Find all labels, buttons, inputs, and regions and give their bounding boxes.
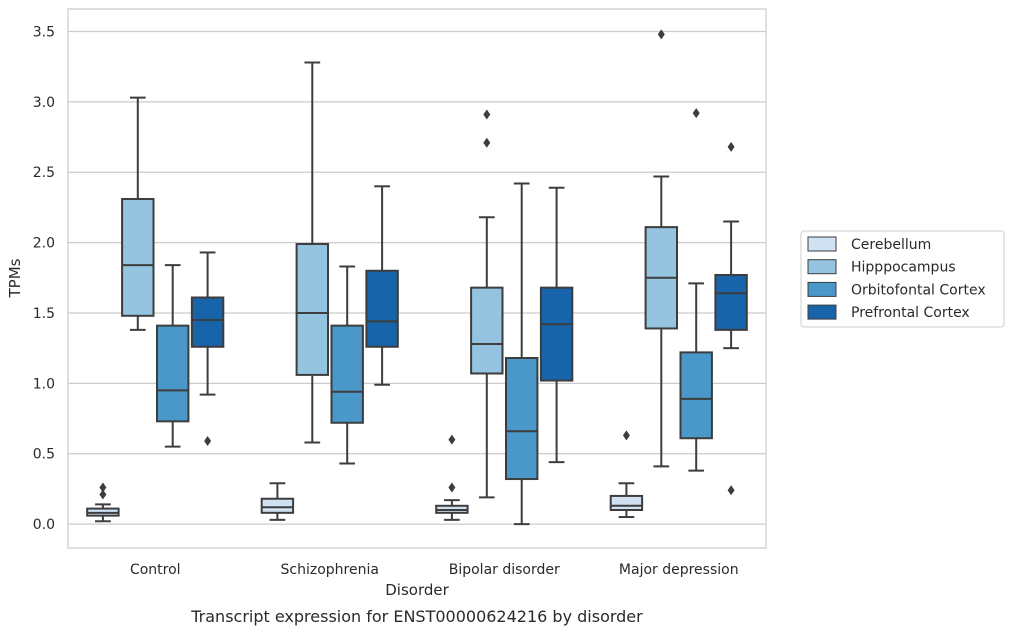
legend-swatch [807,236,837,252]
box-iqr [539,286,574,382]
box-prefrontal-cortex [365,185,399,386]
y-tick-label: 1.0 [33,376,55,392]
box-cerebellum [609,430,644,519]
box-hipppocampus [470,109,504,499]
outlier-point [483,137,491,148]
box-iqr [155,324,190,423]
box-cerebellum [260,482,295,521]
y-tick-label: 2.0 [33,236,55,252]
legend-label: Hipppocampus [851,260,956,276]
outlier-point [657,29,665,40]
box-iqr [121,197,155,317]
x-tick-labels: Control Schizophrenia Bipolar disorder Majo… [130,562,739,578]
legend: Cerebellum Hipppocampus Orbitofontal Corte… [800,230,1005,328]
y-tick-label: 2.5 [33,165,55,181]
x-tick-label: Major depression [619,562,739,578]
legend-label: Cerebellum [851,237,931,253]
box-series [86,29,748,526]
outlier-point [727,485,735,496]
box-hipppocampus [295,61,330,444]
outlier-point [99,482,107,493]
legend-label: Prefrontal Cortex [851,305,970,321]
box-cerebellum [435,434,469,521]
y-tick-label: 3.0 [33,95,55,111]
x-tick-label: Bipolar disorder [449,562,560,578]
outlier-point [692,108,700,119]
outlier-point [204,436,212,447]
outlier-point [622,430,630,441]
y-tick-labels: 0.0 0.5 1.0 1.5 2.0 2.5 3.0 3.5 [33,25,55,534]
x-axis-label: Disorder [385,581,449,599]
box-iqr [260,497,295,514]
box-iqr [504,357,539,481]
outlier-point [99,489,107,500]
box-iqr [330,324,364,424]
box-iqr [609,494,644,512]
plot-frame [67,8,767,549]
chart-caption: Transcript expression for ENST0000062421… [190,607,643,626]
y-tick-label: 1.5 [33,306,55,322]
box-prefrontal-cortex [190,251,225,447]
outlier-point [448,434,456,445]
box-hipppocampus [644,29,679,468]
x-tick-label: Schizophrenia [281,562,379,578]
box-cerebellum [86,482,120,523]
box-iqr [714,273,748,331]
box-prefrontal-cortex [714,141,748,496]
box-orbitofontal-cortex [330,265,364,465]
y-tick-label: 3.5 [33,25,55,41]
y-tick-label: 0.5 [33,447,55,463]
legend-swatch [807,304,837,320]
legend-label: Orbitofontal Cortex [851,282,986,298]
box-iqr [679,351,713,440]
box-hipppocampus [121,96,155,331]
legend-frame [800,230,1005,328]
y-axis-label: TPMs [6,258,24,298]
box-prefrontal-cortex [539,186,574,464]
legend-swatch [807,281,837,297]
outlier-point [448,482,456,493]
box-iqr [295,243,330,376]
box-orbitofontal-cortex [155,264,190,448]
box-iqr [470,286,504,375]
legend-swatch [807,259,837,275]
box-orbitofontal-cortex [504,182,539,526]
outlier-point [483,109,491,120]
x-tick-label: Control [130,562,181,578]
box-iqr [365,269,399,348]
box-orbitofontal-cortex [679,108,713,472]
outlier-point [727,141,735,152]
y-tick-label: 0.0 [33,517,55,533]
box-iqr [190,296,225,348]
